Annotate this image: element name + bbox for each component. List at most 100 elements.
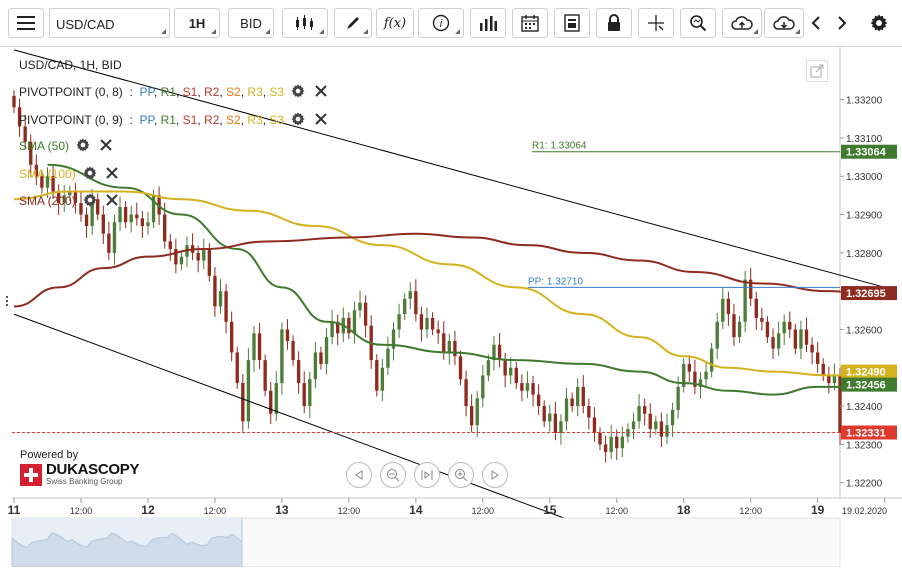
chart-area[interactable]: R1: 1.33064 PP: 1.32710 1.33200 1.33100 1.3… xyxy=(0,46,902,568)
resize-handle-dot xyxy=(6,300,8,302)
candle-body xyxy=(726,298,731,315)
candle-body xyxy=(196,252,200,261)
y-tick-label: 1.32900 xyxy=(846,211,883,222)
branding: Powered by DUKASCOPY Swiss Banking Group xyxy=(20,449,139,487)
legend-pivot-2[interactable]: PIVOTPOINT (0, 9) : PP, R1, S1, R2, S2, … xyxy=(19,112,327,127)
timeframe-button[interactable]: 1H xyxy=(174,8,220,38)
x-tick-label: 12:00 xyxy=(338,506,361,516)
zoom-in-button[interactable] xyxy=(448,462,474,488)
toolbar: USD/CAD 1H BID f(x) i xyxy=(0,0,902,47)
legend-pivot-1[interactable]: PIVOTPOINT (0, 8) : PP, R1, S1, R2, S2, … xyxy=(19,84,327,99)
symbol-selector[interactable]: USD/CAD xyxy=(49,8,170,38)
candle-body xyxy=(676,386,680,410)
candle-body xyxy=(96,199,100,215)
download-button[interactable] xyxy=(764,8,804,38)
legend-sma-200[interactable]: SMA (200) xyxy=(19,193,119,208)
candle-body xyxy=(336,321,340,334)
legend-sma-200-label: SMA (200) xyxy=(19,194,76,208)
candle-body xyxy=(224,291,228,322)
scroll-right-button[interactable] xyxy=(830,8,854,38)
close-icon[interactable] xyxy=(106,167,119,179)
candle-body xyxy=(291,340,295,361)
gear-icon[interactable] xyxy=(76,138,90,152)
candle-body xyxy=(430,317,435,330)
candle-body xyxy=(481,375,485,399)
price-type-button[interactable]: BID xyxy=(228,8,274,38)
crosshair-button[interactable] xyxy=(638,8,674,38)
candle-body xyxy=(631,421,636,430)
close-icon[interactable] xyxy=(106,194,119,206)
candle-body xyxy=(581,386,585,407)
candle-body xyxy=(151,195,156,223)
candle-body xyxy=(73,191,78,204)
candle-body xyxy=(296,360,301,384)
menu-button[interactable] xyxy=(8,8,44,38)
candle-body xyxy=(648,413,652,430)
chart-type-button[interactable] xyxy=(282,8,328,38)
draw-tool-button[interactable] xyxy=(334,8,372,38)
candle-body xyxy=(615,436,619,449)
bar-chart-icon xyxy=(480,16,497,31)
gear-icon[interactable] xyxy=(291,84,306,98)
candle-body xyxy=(743,279,747,322)
gear-icon[interactable] xyxy=(83,193,97,207)
gear-icon[interactable] xyxy=(291,112,306,126)
candle-body xyxy=(447,340,451,353)
candle-body xyxy=(486,360,491,376)
chevron-down-icon xyxy=(161,29,166,34)
price-chart[interactable]: R1: 1.33064 PP: 1.32710 1.33200 1.33100 1.3… xyxy=(0,46,902,568)
calendar-button[interactable] xyxy=(512,8,548,38)
volume-button[interactable] xyxy=(470,8,506,38)
chart-title: USD/CAD, 1H, BID xyxy=(19,58,122,72)
upload-button[interactable] xyxy=(722,8,762,38)
x-tick-label: 19.02.2020 xyxy=(842,506,887,516)
candle-body xyxy=(458,356,463,380)
candle-body xyxy=(386,348,390,368)
candle-body xyxy=(285,329,290,341)
expand-chart-button[interactable] xyxy=(806,60,828,82)
y-tick-label: 1.33100 xyxy=(846,134,883,145)
close-icon[interactable] xyxy=(99,139,112,151)
legend-sma-50[interactable]: SMA (50) xyxy=(19,138,112,153)
candle-body xyxy=(436,329,440,334)
lock-button[interactable] xyxy=(596,8,632,38)
brand-name: DUKASCOPY xyxy=(46,461,140,478)
indicators-button[interactable]: f(x) xyxy=(376,8,414,38)
legend-sma-100[interactable]: SMA (100) xyxy=(19,166,119,181)
close-icon[interactable] xyxy=(315,85,327,97)
scroll-left-button[interactable] xyxy=(804,8,828,38)
reset-zoom-button[interactable] xyxy=(414,462,440,488)
candle-body xyxy=(821,363,825,376)
candle-body xyxy=(218,291,223,307)
candle-body xyxy=(135,214,139,219)
candle-body xyxy=(79,203,83,215)
candle-body xyxy=(29,141,33,165)
candle-body xyxy=(397,314,401,330)
candle-body xyxy=(475,398,479,426)
candle-body xyxy=(408,291,412,299)
candle-body xyxy=(313,352,318,380)
y-tick-label: 1.33200 xyxy=(846,96,883,107)
chevron-down-icon xyxy=(363,29,368,34)
candle-body xyxy=(123,206,128,223)
pan-left-button[interactable] xyxy=(346,462,372,488)
info-button[interactable]: i xyxy=(418,8,464,38)
chevron-down-icon xyxy=(795,29,800,34)
price-badge-label: 1.33064 xyxy=(846,147,887,159)
calendar-icon xyxy=(521,15,539,32)
zoom-button[interactable] xyxy=(680,8,716,38)
candle-body xyxy=(453,340,457,357)
pan-right-button[interactable] xyxy=(482,462,508,488)
close-icon[interactable] xyxy=(315,113,327,125)
candle-body xyxy=(609,436,613,453)
candle-body xyxy=(693,371,697,387)
candle-body xyxy=(832,375,837,384)
report-button[interactable] xyxy=(554,8,590,38)
candle-body xyxy=(827,375,831,384)
candle-body xyxy=(391,329,396,349)
zoom-out-button[interactable] xyxy=(380,462,406,488)
settings-button[interactable] xyxy=(864,8,894,38)
pencil-icon xyxy=(347,17,359,29)
candle-body xyxy=(542,406,546,422)
gear-icon[interactable] xyxy=(83,166,97,180)
